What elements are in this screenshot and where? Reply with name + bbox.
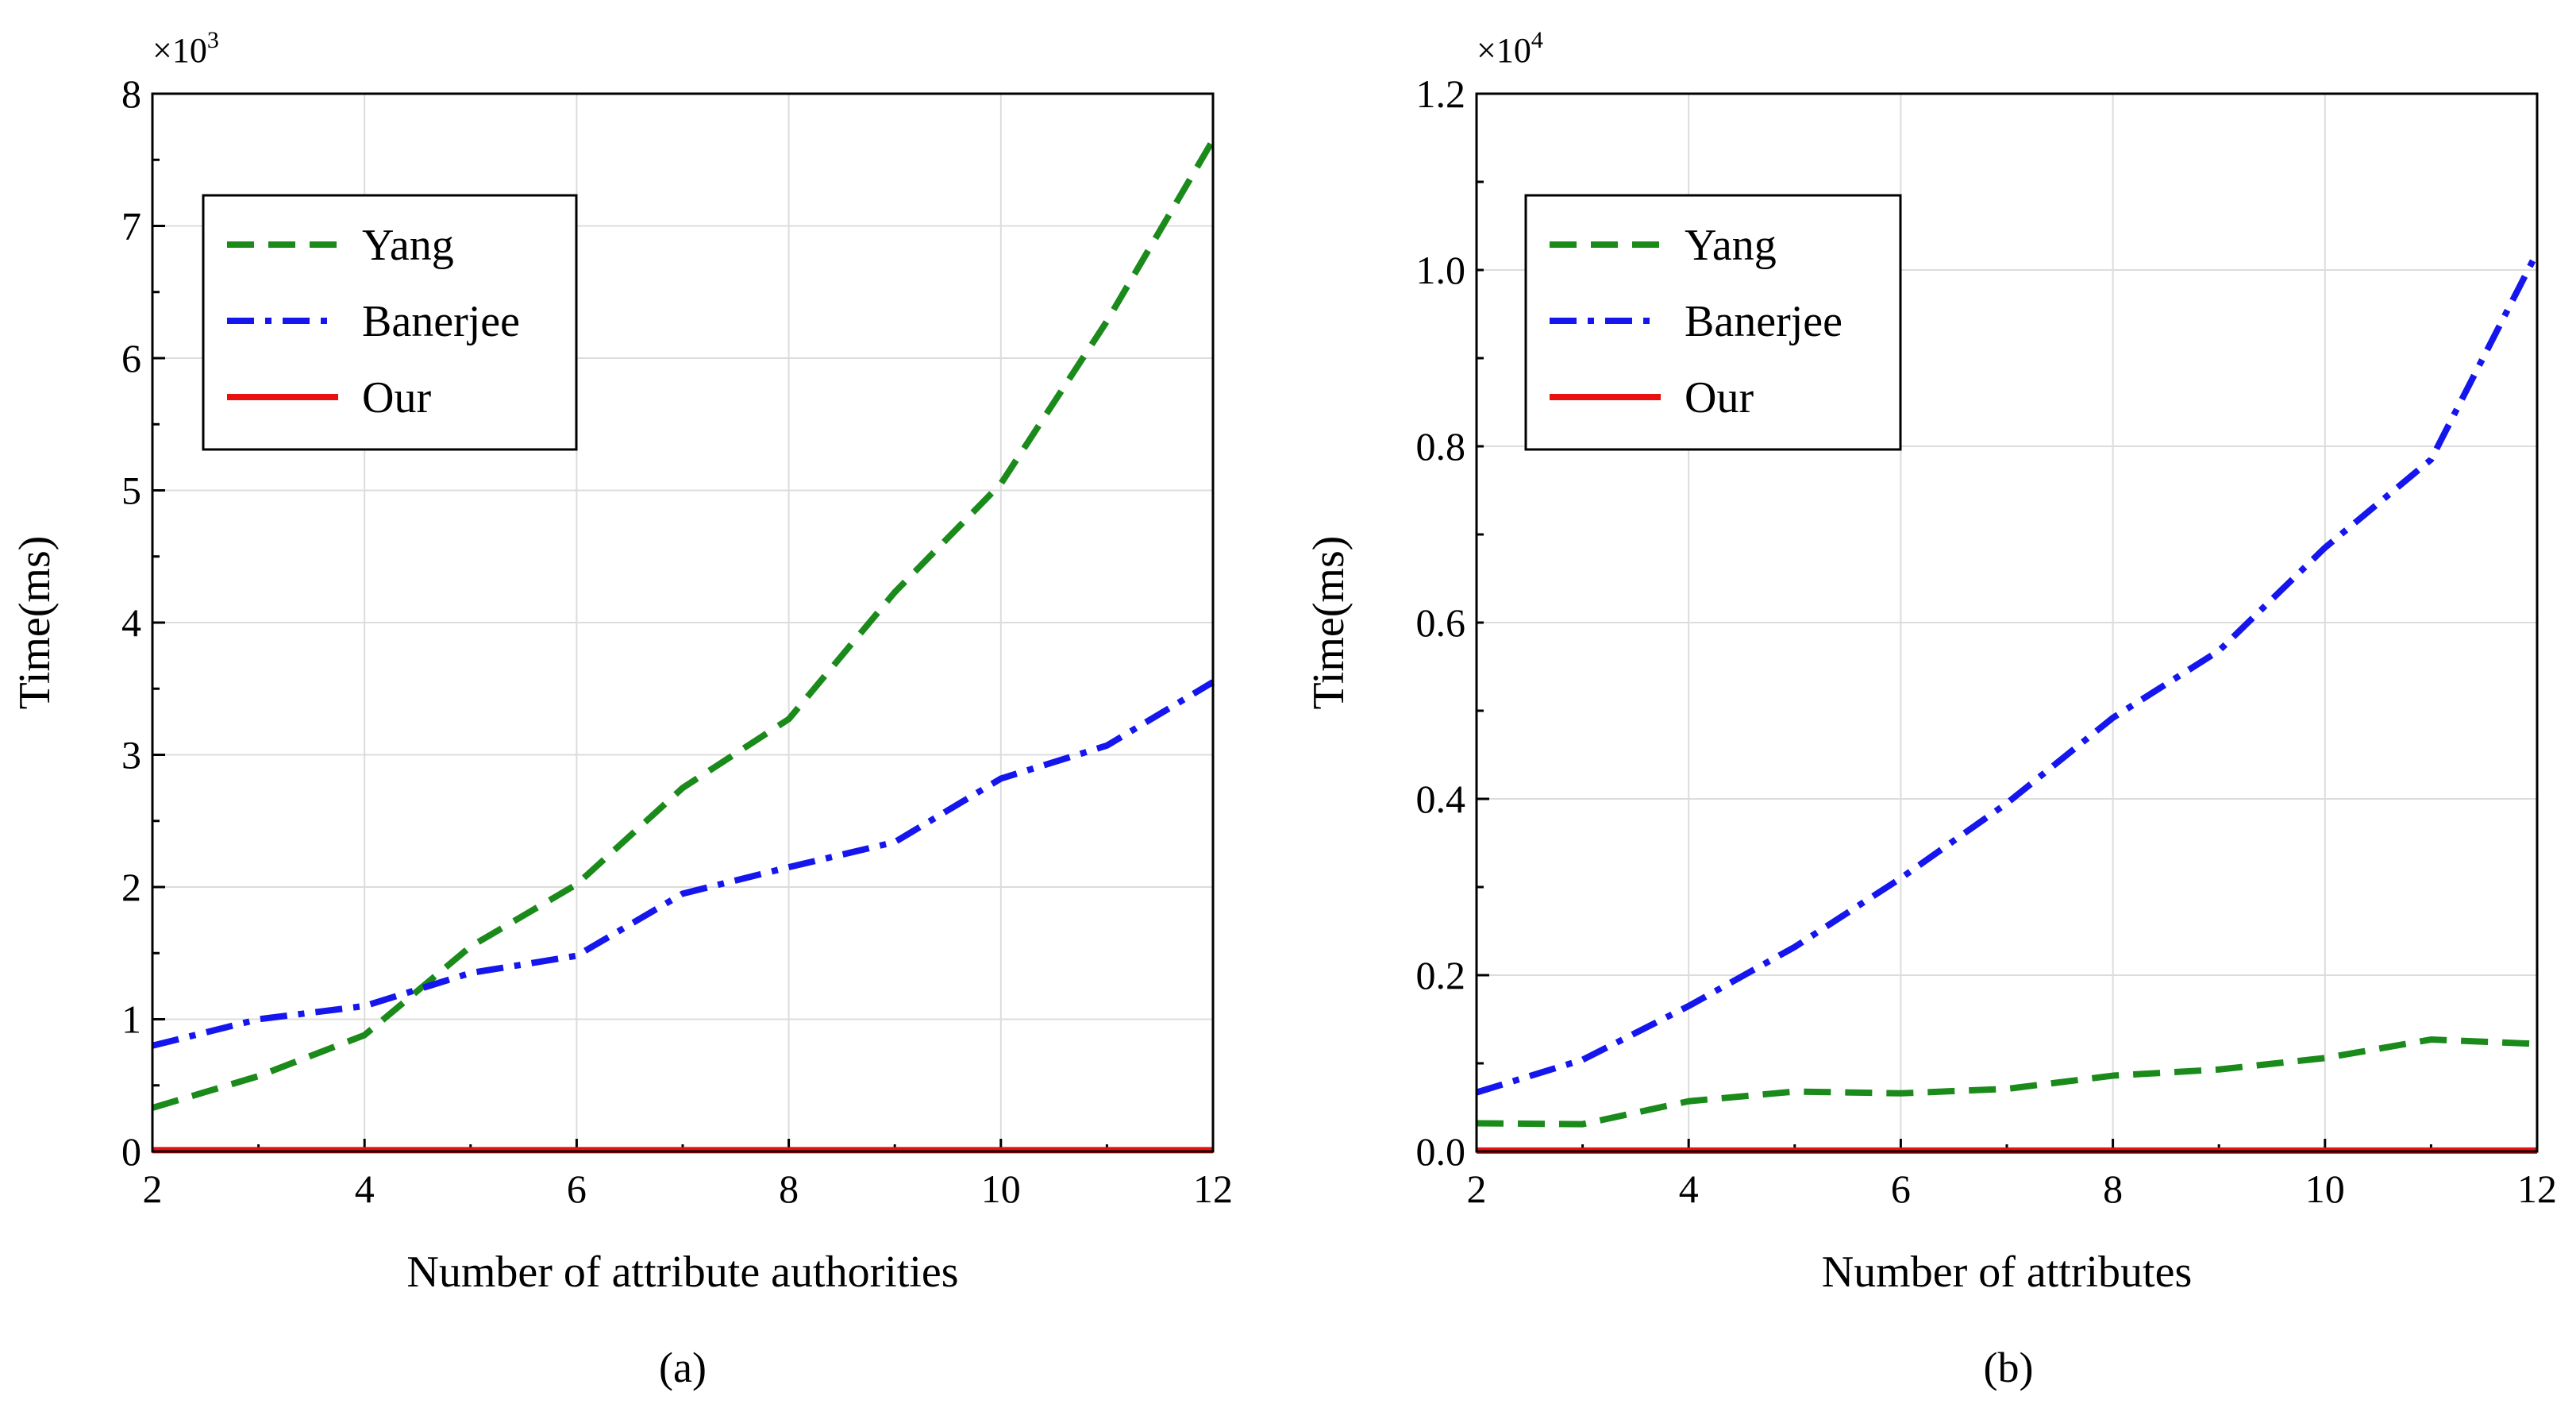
y-tick-label: 1.2 [1416,71,1466,116]
x-tick-label: 8 [2103,1167,2123,1211]
y-tick-label: 3 [121,733,141,777]
plot-frame [151,92,1215,1153]
y-tick-label: 0.0 [1416,1129,1466,1174]
legend: Yang Banerjee Our [1524,194,1902,451]
legend-label-yang: Yang [362,221,454,270]
y-axis-title: Time(ms) [10,536,60,710]
x-tick-label: 6 [1891,1167,1911,1211]
y-tick-label: 0.2 [1416,953,1466,997]
y-tick-label: 7 [121,204,141,249]
x-tick-label: 12 [1193,1167,1233,1211]
axis-multiplier: ×104 [1477,27,1543,70]
y-tick-label: 8 [121,71,141,116]
x-tick-label: 10 [981,1167,1021,1211]
plot-frame [1475,92,2539,1153]
x-axis-title: Number of attributes [1822,1248,2193,1297]
legend-label-yang: Yang [1685,221,1777,270]
x-axis-title: Number of attribute authorities [406,1248,958,1297]
y-tick-label: 1 [121,997,141,1042]
series-line-banerjee [1475,250,2540,1096]
chart-panel-b: 0.0 0.2 0.4 0.6 0.8 1.0 1.2 2 4 6 8 10 12 ×104 Number … [1304,27,2557,1391]
series-line-yang [1476,1036,2538,1128]
y-tick-label: 1.0 [1416,248,1466,292]
x-tick-label: 4 [355,1167,375,1211]
legend-label-our: Our [362,373,431,422]
legend-label-banerjee: Banerjee [362,297,520,346]
panel-caption: (a) [659,1344,707,1391]
x-tick-label: 8 [779,1167,799,1211]
legend: Yang Banerjee Our [202,194,578,451]
y-tick-label: 0.8 [1416,424,1466,469]
y-tick-label: 5 [121,469,141,513]
axis-multiplier: ×103 [152,27,219,70]
series-line-banerjee [152,679,1215,1049]
legend-label-banerjee: Banerjee [1685,297,1842,346]
y-tick-label: 6 [121,336,141,380]
y-tick-label: 4 [121,600,141,645]
y-axis-title: Time(ms) [1304,536,1353,710]
y-tick-label: 2 [121,865,141,909]
x-tick-label: 12 [2517,1167,2557,1211]
x-tick-label: 10 [2305,1167,2345,1211]
series-line-yang [151,138,1216,1111]
x-tick-label: 2 [143,1167,163,1211]
y-tick-label: 0 [121,1129,141,1174]
panel-caption: (b) [1984,1344,2034,1391]
x-tick-label: 4 [1679,1167,1699,1211]
y-tick-label: 0.4 [1416,777,1466,821]
x-tick-label: 2 [1467,1167,1487,1211]
x-tick-label: 6 [567,1167,587,1211]
y-tick-label: 0.6 [1416,600,1466,645]
legend-label-our: Our [1685,373,1754,422]
